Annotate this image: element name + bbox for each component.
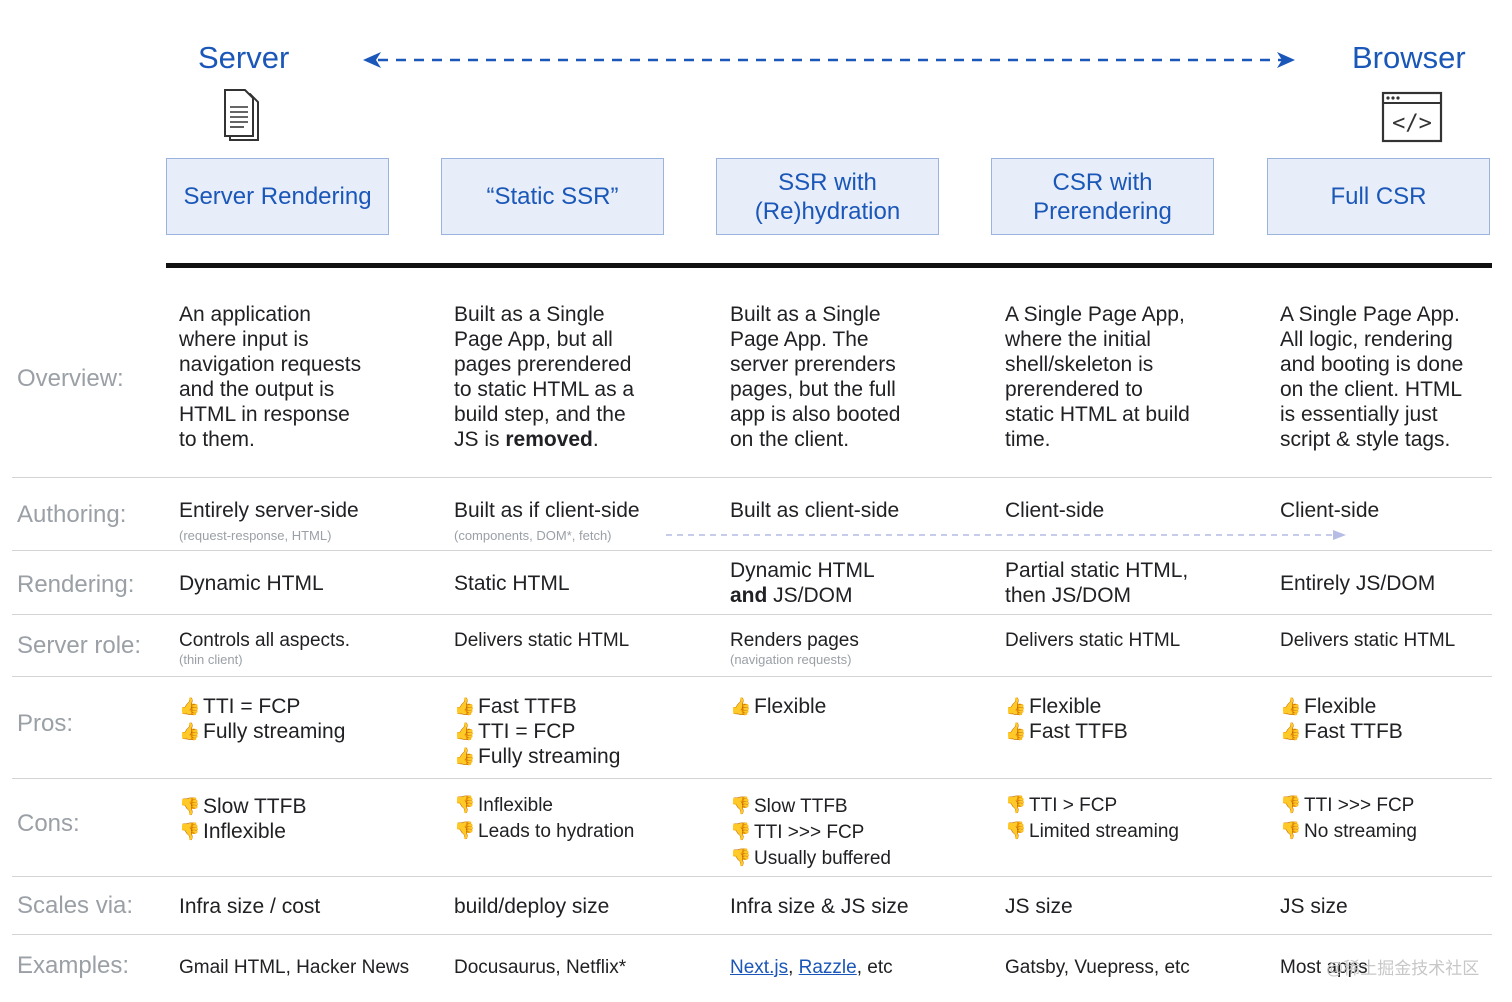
row-label-authoring: Authoring: — [17, 501, 127, 528]
row-separator — [12, 477, 1492, 478]
row-label-pros: Pros: — [17, 710, 74, 737]
nextjs-link[interactable]: Next.js — [730, 957, 789, 978]
server-role-cell: Delivers static HTML — [1005, 630, 1181, 651]
browser-title: Browser — [1352, 40, 1466, 75]
rendering-cell: Static HTML — [454, 572, 570, 595]
thumbs-up-icon: 👍 — [454, 722, 476, 741]
cons-cell: 👎 TTI > FCP 👎 Limited streaming — [1005, 792, 1179, 844]
rendering-cell: Dynamic HTML and JS/DOM — [730, 559, 875, 607]
authoring-note: (components, DOM*, fetch) — [454, 528, 612, 543]
thumbs-up-icon: 👍 — [1005, 722, 1027, 741]
thumbs-up-icon: 👍 — [179, 722, 201, 741]
cons-cell: 👎 Slow TTFB 👎 TTI >>> FCP 👎 Usually buffere… — [730, 793, 891, 871]
examples-cell: Most apps — [1280, 957, 1368, 978]
thumbs-down-icon: 👎 — [730, 848, 752, 867]
thumbs-up-icon: 👍 — [454, 747, 476, 766]
code-glyph: </> — [1392, 111, 1432, 136]
server-role-cell: Delivers static HTML — [1280, 630, 1456, 651]
header-divider — [166, 263, 1492, 268]
row-label-examples: Examples: — [17, 952, 130, 979]
pros-cell: 👍 Flexible — [730, 695, 827, 718]
thumbs-down-icon: 👎 — [454, 795, 476, 814]
approach-box-full-csr: Full CSR — [1267, 158, 1490, 235]
row-separator — [12, 614, 1492, 615]
approach-box-csr-prerendering: CSR with Prerendering — [991, 158, 1214, 235]
scales-cell: build/deploy size — [454, 895, 610, 918]
cons-cell: 👎 TTI >>> FCP 👎 No streaming — [1280, 792, 1417, 844]
authoring-cell: Client-side — [1280, 499, 1380, 522]
code-window-icon: </> — [1381, 91, 1443, 143]
scales-cell: JS size — [1280, 895, 1348, 918]
thumbs-up-icon: 👍 — [179, 697, 201, 716]
pros-cell: 👍 Flexible 👍 Fast TTFB — [1280, 695, 1403, 743]
row-label-overview: Overview: — [17, 365, 124, 392]
cons-cell: 👎 Slow TTFB 👎 Inflexible — [179, 795, 307, 843]
document-icon — [224, 89, 259, 141]
examples-cell: Gatsby, Vuepress, etc — [1005, 957, 1190, 978]
server-browser-arrow — [363, 52, 1295, 68]
server-role-cell: Controls all aspects. — [179, 630, 351, 651]
row-label-scales: Scales via: — [17, 892, 134, 919]
razzle-link[interactable]: Razzle — [798, 957, 857, 978]
row-label-cons: Cons: — [17, 810, 80, 837]
thumbs-down-icon: 👎 — [1005, 795, 1027, 814]
scales-cell: JS size — [1005, 895, 1073, 918]
thumbs-down-icon: 👎 — [179, 822, 201, 841]
overview-cell: A Single Page App, where the initial she… — [1005, 303, 1190, 451]
overview-cell: Built as a Single Page App. The server p… — [730, 303, 901, 451]
server-role-cell: Delivers static HTML — [454, 630, 630, 651]
overview-cell: A Single Page App. All logic, rendering … — [1280, 303, 1464, 451]
thumbs-up-icon: 👍 — [454, 697, 476, 716]
server-role-note: (thin client) — [179, 652, 243, 667]
approach-box-server-rendering: Server Rendering — [166, 158, 389, 235]
examples-cell: Next.js, Razzle, etc — [730, 957, 893, 978]
scales-cell: Infra size & JS size — [730, 895, 909, 918]
thumbs-down-icon: 👎 — [730, 796, 752, 815]
pros-cell: 👍 TTI = FCP 👍 Fully streaming — [179, 695, 346, 743]
authoring-note: (request-response, HTML) — [179, 528, 332, 543]
scales-cell: Infra size / cost — [179, 895, 321, 918]
watermark: @稀土掘金技术社区 — [1326, 959, 1480, 978]
examples-cell: Gmail HTML, Hacker News — [179, 957, 410, 978]
authoring-cell: Entirely server-side — [179, 499, 359, 522]
thumbs-down-icon: 👎 — [454, 821, 476, 840]
approach-box-ssr-rehydration: SSR with (Re)hydration — [716, 158, 939, 235]
thumbs-up-icon: 👍 — [1280, 722, 1302, 741]
authoring-cell: Built as client-side — [730, 499, 900, 522]
row-label-rendering: Rendering: — [17, 571, 135, 598]
approach-box-static-ssr: “Static SSR” — [441, 158, 664, 235]
thumbs-up-icon: 👍 — [1280, 697, 1302, 716]
thumbs-down-icon: 👎 — [1280, 821, 1302, 840]
examples-cell: Docusaurus, Netflix* — [454, 957, 627, 978]
row-label-server-role: Server role: — [17, 632, 142, 659]
overview-cell: An application where input is navigation… — [179, 303, 362, 451]
thumbs-up-icon: 👍 — [1005, 697, 1027, 716]
pros-cell: 👍 Flexible 👍 Fast TTFB — [1005, 695, 1128, 743]
row-separator — [12, 876, 1492, 877]
server-role-cell: Renders pages — [730, 630, 859, 651]
thumbs-down-icon: 👎 — [730, 822, 752, 841]
server-title: Server — [198, 40, 290, 75]
overview-cell: Built as a Single Page App, but all page… — [454, 303, 635, 451]
authoring-cell: Built as if client-side — [454, 499, 640, 522]
thumbs-down-icon: 👎 — [1280, 795, 1302, 814]
row-separator — [12, 934, 1492, 935]
row-separator — [12, 778, 1492, 779]
rendering-cell: Dynamic HTML — [179, 572, 324, 595]
pros-cell: 👍 Fast TTFB 👍 TTI = FCP 👍 Fully streaming — [454, 695, 621, 768]
cons-cell: 👎 Inflexible 👎 Leads to hydration — [454, 792, 634, 844]
authoring-cell: Client-side — [1005, 499, 1105, 522]
rendering-cell: Partial static HTML, then JS/DOM — [1005, 559, 1189, 607]
rendering-cell: Entirely JS/DOM — [1280, 572, 1436, 595]
authoring-arrow — [666, 530, 1346, 540]
thumbs-down-icon: 👎 — [179, 797, 201, 816]
thumbs-down-icon: 👎 — [1005, 821, 1027, 840]
row-separator — [12, 676, 1492, 677]
thumbs-up-icon: 👍 — [730, 697, 752, 716]
server-role-note: (navigation requests) — [730, 652, 852, 667]
row-separator — [12, 550, 1492, 551]
